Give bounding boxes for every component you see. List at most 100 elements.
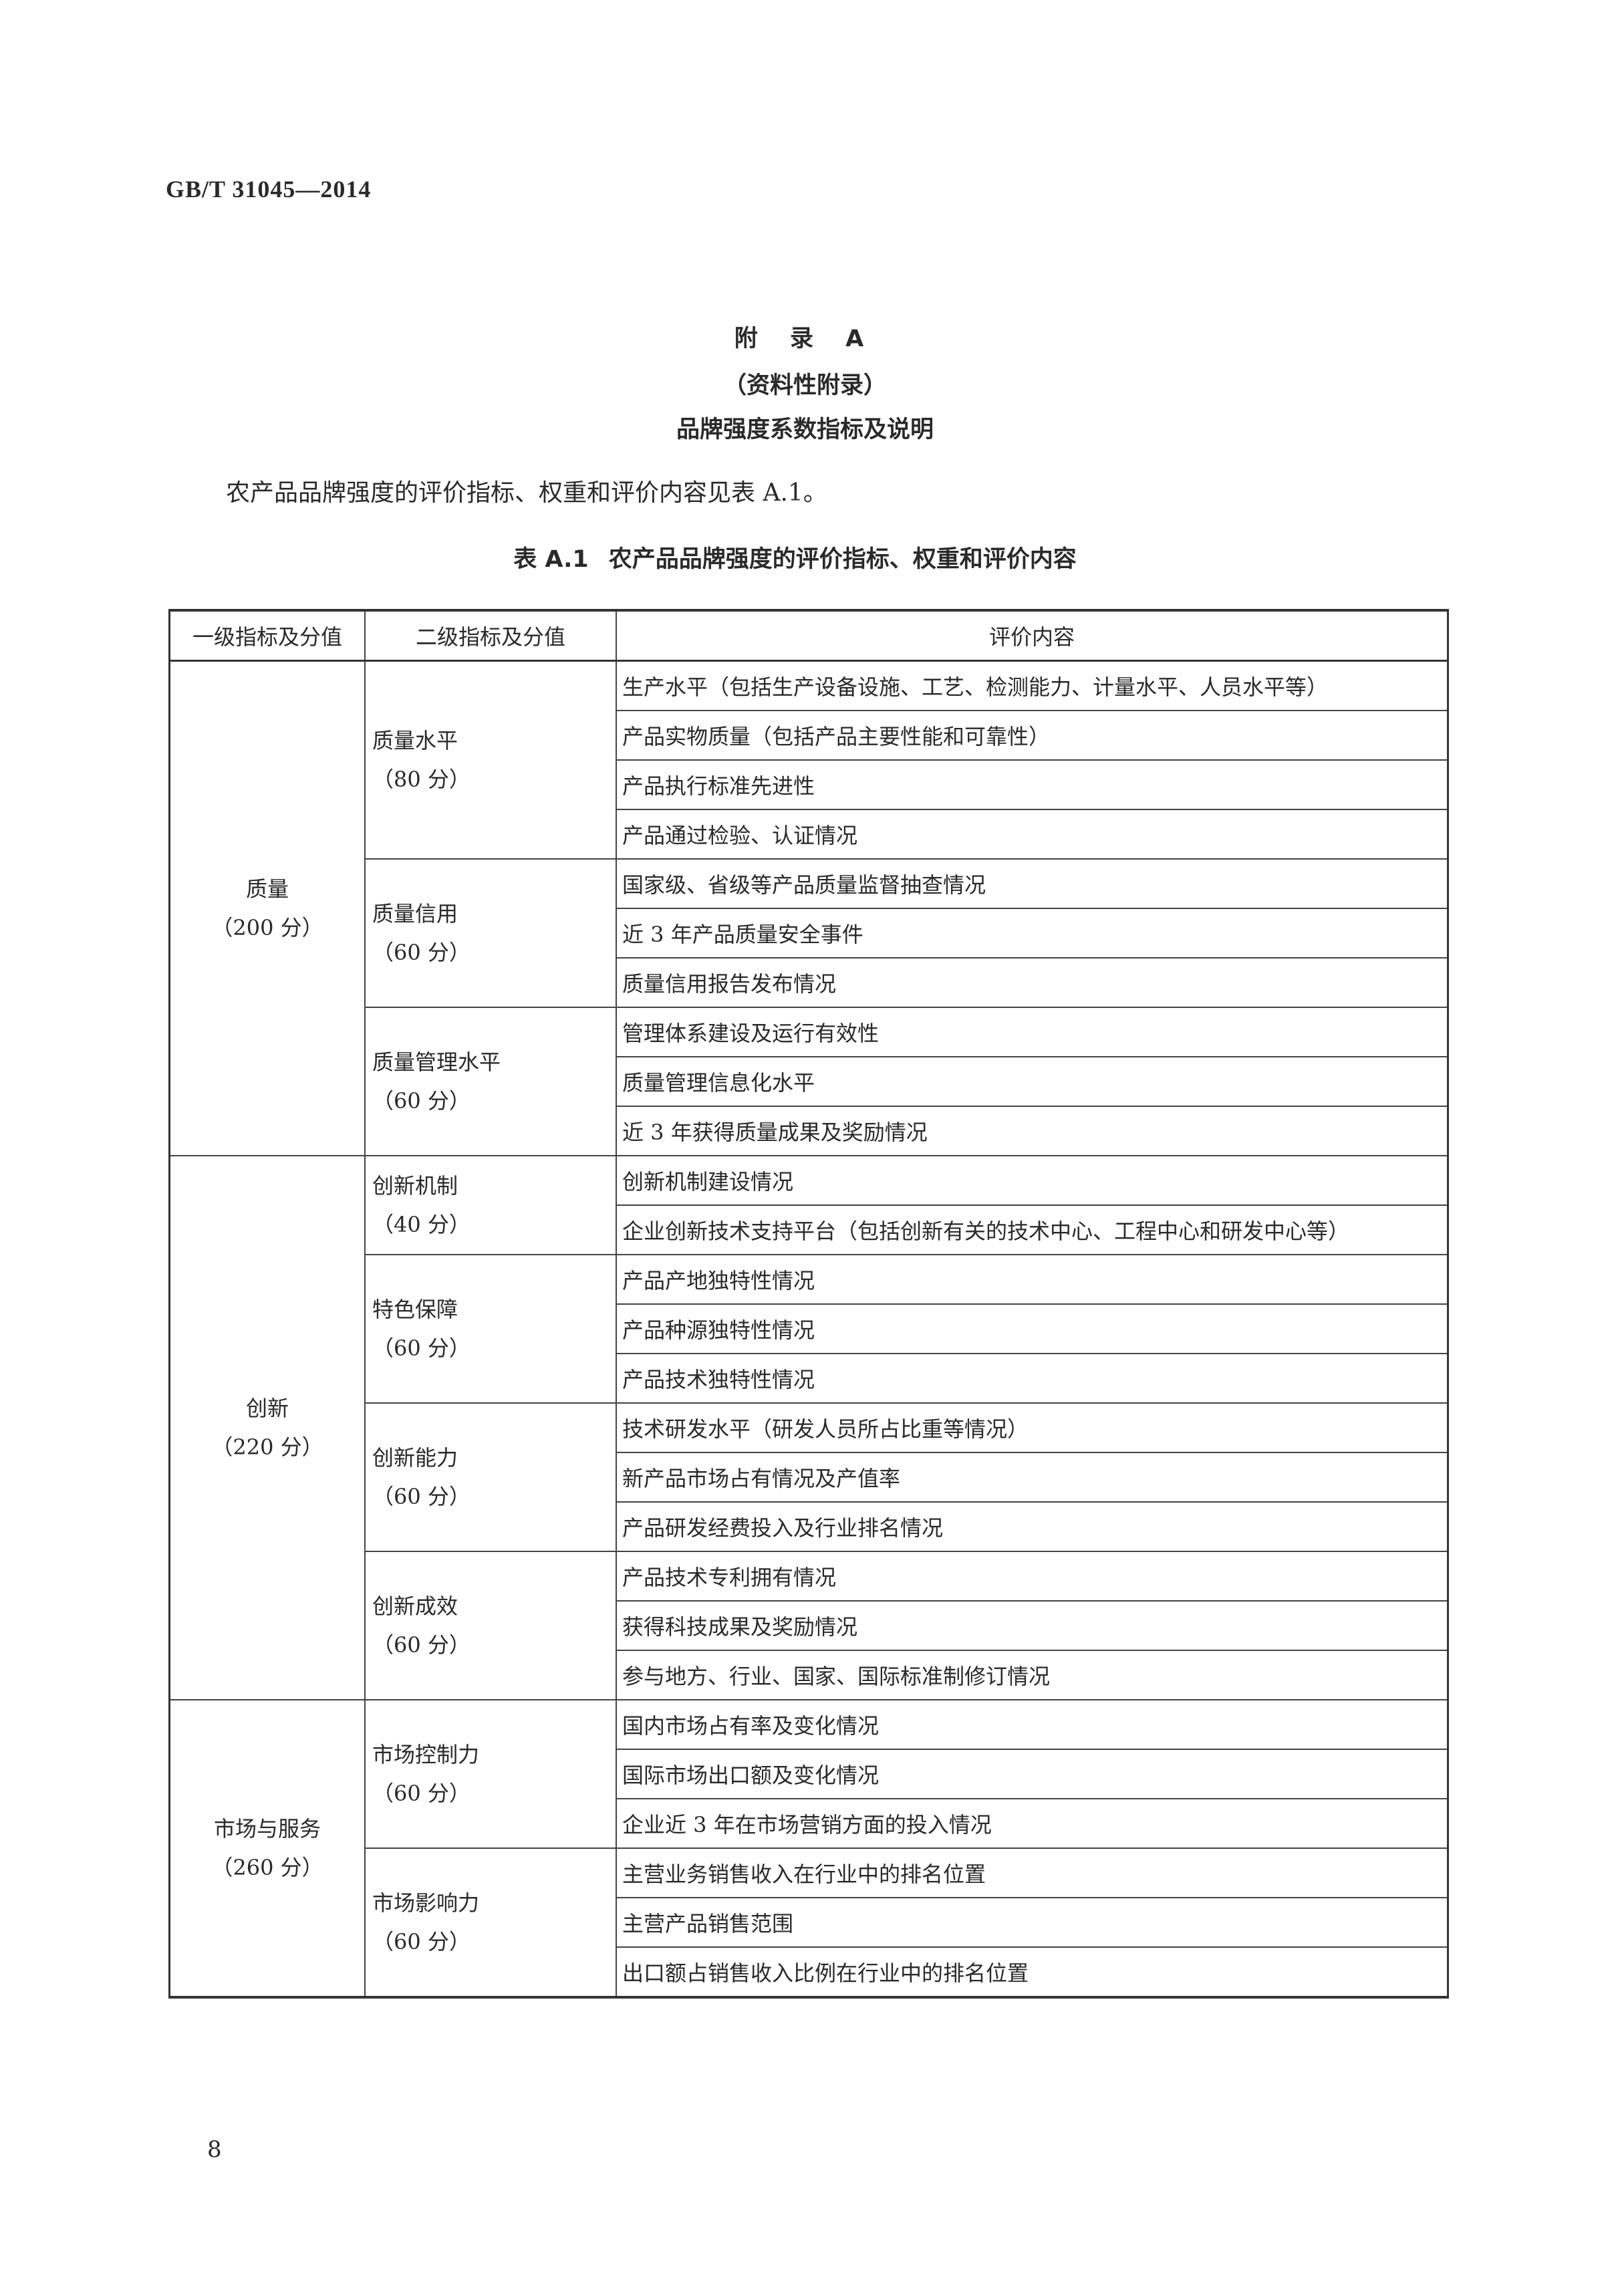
level1-cell: 市场与服务 （260 分） [168, 1699, 366, 1998]
table-caption: 表 A.1 农产品品牌强度的评价指标、权重和评价内容 [0, 540, 1610, 574]
level1-name: 市场与服务 [213, 1816, 321, 1841]
content-cell: 国家级、省级等产品质量监督抽查情况 [616, 858, 1449, 909]
content-cell: 质量管理信息化水平 [616, 1056, 1449, 1107]
content-cell: 生产水平（包括生产设备设施、工艺、检测能力、计量水平、人员水平等） [616, 660, 1449, 711]
level2-cell: 质量水平 （80 分） [364, 660, 617, 860]
table-header-row: 一级指标及分值 二级指标及分值 评价内容 [168, 609, 1449, 662]
table-row: 质量管理信息化水平 [170, 1056, 1449, 1107]
table-row: 产品通过检验、认证情况 [170, 809, 1449, 860]
content-cell: 创新机制建设情况 [616, 1155, 1449, 1206]
table-row: 创新 （220 分） 创新机制 （40 分） 创新机制建设情况 [168, 1155, 1449, 1700]
level2-cell: 创新机制 （40 分） [364, 1155, 617, 1255]
content-cell: 产品实物质量（包括产品主要性能和可靠性） [616, 710, 1449, 761]
table-row: 国际市场出口额及变化情况 [170, 1749, 1449, 1799]
level1-score: （220 分） [211, 1434, 323, 1460]
table-row: 近 3 年产品质量安全事件 [170, 908, 1449, 959]
level2-name: 市场控制力 [372, 1742, 480, 1767]
document-id: GB/T 31045—2014 [166, 176, 372, 203]
table-row: 企业近 3 年在市场营销方面的投入情况 [170, 1798, 1449, 1849]
level2-cell: 市场影响力 （60 分） [364, 1847, 617, 1998]
level2-score: （60 分） [372, 1088, 471, 1114]
level2-cell: 创新成效 （60 分） [364, 1551, 617, 1700]
content-cell: 新产品市场占有情况及产值率 [616, 1452, 1449, 1503]
content-cell: 产品种源独特性情况 [616, 1303, 1449, 1354]
header-content: 评价内容 [616, 609, 1449, 662]
table-title: 农产品品牌强度的评价指标、权重和评价内容 [608, 546, 1077, 573]
table-row: 产品实物质量（包括产品主要性能和可靠性） [170, 710, 1449, 761]
level2-score: （60 分） [372, 1335, 471, 1361]
content-cell: 企业近 3 年在市场营销方面的投入情况 [616, 1798, 1449, 1849]
content-cell: 产品技术专利拥有情况 [616, 1551, 1449, 1602]
content-cell: 主营产品销售范围 [616, 1897, 1449, 1948]
table-number: 表 A.1 [513, 546, 589, 573]
page-number: 8 [207, 2136, 222, 2163]
table-row: 主营产品销售范围 [170, 1897, 1449, 1948]
content-cell: 产品执行标准先进性 [616, 759, 1449, 810]
table-row: 质量管理水平 （60 分） 管理体系建设及运行有效性 [170, 1007, 1449, 1156]
content-cell: 近 3 年产品质量安全事件 [616, 908, 1449, 959]
content-cell: 国际市场出口额及变化情况 [616, 1749, 1449, 1799]
table-row: 市场影响力 （60 分） 主营业务销售收入在行业中的排名位置 [170, 1847, 1449, 1998]
level1-name: 质量 [245, 876, 289, 902]
table-row: 特色保障 （60 分） 产品产地独特性情况 [170, 1254, 1449, 1404]
table-row: 创新成效 （60 分） 产品技术专利拥有情况 [170, 1551, 1449, 1700]
content-cell: 企业创新技术支持平台（包括创新有关的技术中心、工程中心和研发中心等） [616, 1204, 1449, 1255]
table-row: 创新能力 （60 分） 技术研发水平（研发人员所占比重等情况） [170, 1402, 1449, 1552]
appendix-title: 附 录 A [734, 326, 876, 352]
intro-paragraph: 农产品品牌强度的评价指标、权重和评价内容见表 A.1。 [226, 479, 827, 507]
table-row: 产品执行标准先进性 [170, 759, 1449, 810]
table-row: 质量信用 （60 分） 国家级、省级等产品质量监督抽查情况 [170, 858, 1449, 1008]
table-row: 产品研发经费投入及行业排名情况 [170, 1501, 1449, 1552]
table-row: 产品技术独特性情况 [170, 1353, 1449, 1404]
level1-score: （200 分） [211, 915, 323, 940]
level2-cell: 市场控制力 （60 分） [364, 1699, 617, 1849]
level2-name: 特色保障 [372, 1297, 458, 1322]
level1-score: （260 分） [211, 1855, 323, 1880]
level2-name: 市场影响力 [372, 1890, 480, 1916]
content-cell: 获得科技成果及奖励情况 [616, 1600, 1449, 1651]
table-row: 市场与服务 （260 分） 市场控制力 （60 分） 国内市场占有率及变化情况 [168, 1699, 1449, 1998]
content-cell: 主营业务销售收入在行业中的排名位置 [616, 1847, 1449, 1898]
level2-score: （40 分） [372, 1212, 471, 1237]
level2-score: （60 分） [372, 1929, 471, 1954]
evaluation-table: 一级指标及分值 二级指标及分值 评价内容 质量 （200 分） 质量水平 （80 分）… [168, 609, 1449, 1999]
table-row: 出口额占销售收入比例在行业中的排名位置 [170, 1946, 1449, 1998]
content-cell: 产品产地独特性情况 [616, 1254, 1449, 1305]
level2-score: （80 分） [372, 767, 471, 792]
level2-name: 创新机制 [372, 1173, 458, 1198]
table-row: 新产品市场占有情况及产值率 [170, 1452, 1449, 1503]
level2-name: 创新成效 [372, 1593, 458, 1619]
level2-score: （60 分） [372, 1781, 471, 1806]
header-level2: 二级指标及分值 [364, 609, 617, 662]
level2-cell: 特色保障 （60 分） [364, 1254, 617, 1404]
level1-name: 创新 [245, 1396, 289, 1421]
table-row: 参与地方、行业、国家、国际标准制修订情况 [170, 1650, 1449, 1700]
content-cell: 管理体系建设及运行有效性 [616, 1007, 1449, 1057]
level2-cell: 创新能力 （60 分） [364, 1402, 617, 1552]
table-row: 产品种源独特性情况 [170, 1303, 1449, 1354]
level2-name: 质量水平 [372, 728, 458, 753]
level2-score: （60 分） [372, 1632, 471, 1658]
content-cell: 出口额占销售收入比例在行业中的排名位置 [616, 1946, 1449, 1998]
header-level1: 一级指标及分值 [168, 609, 366, 662]
table-row: 近 3 年获得质量成果及奖励情况 [170, 1106, 1449, 1156]
content-cell: 产品研发经费投入及行业排名情况 [616, 1501, 1449, 1552]
appendix-type: （资料性附录） [722, 372, 887, 399]
level2-cell: 质量信用 （60 分） [364, 858, 617, 1008]
content-cell: 质量信用报告发布情况 [616, 957, 1449, 1008]
table-row: 获得科技成果及奖励情况 [170, 1600, 1449, 1651]
level2-score: （60 分） [372, 1484, 471, 1509]
level1-cell: 创新 （220 分） [168, 1155, 366, 1700]
level2-name: 创新能力 [372, 1445, 458, 1471]
content-cell: 参与地方、行业、国家、国际标准制修订情况 [616, 1650, 1449, 1700]
content-cell: 产品通过检验、认证情况 [616, 809, 1449, 860]
level1-cell: 质量 （200 分） [168, 660, 366, 1156]
content-cell: 产品技术独特性情况 [616, 1353, 1449, 1404]
level2-cell: 质量管理水平 （60 分） [364, 1007, 617, 1156]
content-cell: 国内市场占有率及变化情况 [616, 1699, 1449, 1750]
table-row: 企业创新技术支持平台（包括创新有关的技术中心、工程中心和研发中心等） [170, 1204, 1449, 1255]
content-cell: 近 3 年获得质量成果及奖励情况 [616, 1106, 1449, 1156]
table-row: 质量信用报告发布情况 [170, 957, 1449, 1008]
table-row: 质量 （200 分） 质量水平 （80 分） 生产水平（包括生产设备设施、工艺、检测能力… [168, 660, 1449, 1156]
level2-score: （60 分） [372, 940, 471, 965]
